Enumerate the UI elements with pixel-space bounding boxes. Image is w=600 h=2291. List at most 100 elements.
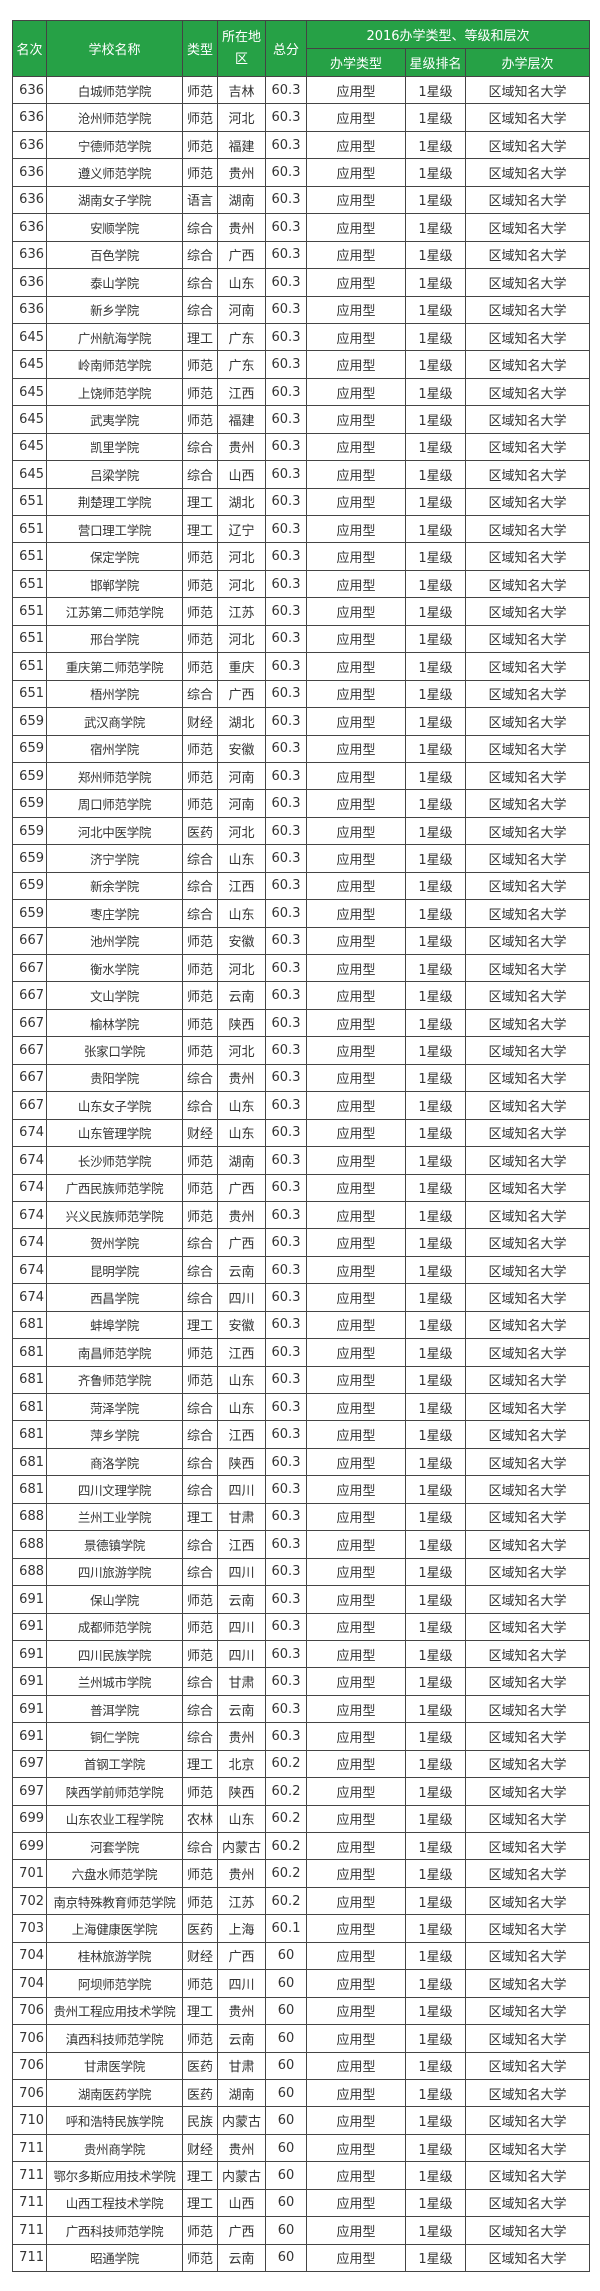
cell-region: 云南: [217, 981, 266, 1010]
cell-region: 广西: [217, 1228, 266, 1257]
cell-region: 北京: [217, 1749, 266, 1779]
cell-type: 综合: [182, 1475, 218, 1504]
cell-score: 60.3: [265, 1639, 307, 1669]
cell-edu-level: 区域知名大学: [464, 1200, 591, 1230]
cell-region: 河北: [217, 1036, 266, 1065]
cell-school-name: 湖南医药学院: [46, 2078, 183, 2108]
cell-type: 综合: [182, 1091, 218, 1120]
cell-rank: 645: [12, 460, 47, 489]
cell-school-name: 山东管理学院: [46, 1118, 183, 1148]
cell-type: 师范: [182, 1585, 218, 1614]
table-row: 674 山东管理学院 财经 山东 60.3 应用型 1星级 区域知名大学: [12, 1118, 591, 1148]
table-row: 706 贵州工程应用技术学院 理工 贵州 60 应用型 1星级 区域知名大学: [12, 1996, 591, 2026]
cell-rank: 688: [12, 1557, 47, 1587]
cell-score: 60.3: [265, 597, 307, 626]
cell-school-name: 榆林学院: [46, 1008, 183, 1038]
cell-edu-type: 应用型: [306, 1420, 406, 1449]
cell-school-name: 四川旅游学院: [46, 1557, 183, 1587]
cell-star-rank: 1星级: [405, 1365, 466, 1395]
cell-school-name: 蚌埠学院: [46, 1310, 183, 1340]
cell-rank: 667: [12, 981, 47, 1010]
cell-edu-level: 区域知名大学: [464, 1392, 591, 1422]
cell-type: 综合: [182, 213, 218, 242]
cell-school-name: 安顺学院: [46, 213, 183, 242]
cell-score: 60.3: [265, 1365, 307, 1395]
cell-region: 贵州: [217, 1063, 266, 1093]
cell-region: 江西: [217, 871, 266, 901]
cell-edu-type: 应用型: [306, 295, 406, 324]
cell-edu-level: 区域知名大学: [464, 1447, 591, 1477]
cell-edu-level: 区域知名大学: [464, 926, 591, 956]
cell-star-rank: 1星级: [405, 2188, 466, 2218]
cell-region: 内蒙古: [217, 1831, 266, 1861]
cell-star-rank: 1星级: [405, 569, 466, 599]
cell-region: 福建: [217, 130, 266, 160]
cell-star-rank: 1星级: [405, 2106, 466, 2135]
cell-type: 财经: [182, 2133, 218, 2163]
cell-star-rank: 1星级: [405, 1777, 466, 1806]
cell-rank: 645: [12, 377, 47, 407]
cell-edu-type: 应用型: [306, 1338, 406, 1367]
cell-edu-type: 应用型: [306, 405, 406, 434]
cell-school-name: 张家口学院: [46, 1036, 183, 1065]
cell-school-name: 山东农业工程学院: [46, 1804, 183, 1834]
cell-type: 综合: [182, 460, 218, 489]
table-row: 651 邢台学院 师范 河北 60.3 应用型 1星级 区域知名大学: [12, 624, 591, 654]
cell-score: 60: [265, 2078, 307, 2108]
cell-edu-type: 应用型: [306, 1749, 406, 1779]
cell-type: 综合: [182, 1420, 218, 1449]
table-row: 691 保山学院 师范 云南 60.3 应用型 1星级 区域知名大学: [12, 1585, 591, 1614]
cell-edu-level: 区域知名大学: [464, 2051, 591, 2080]
cell-type: 师范: [182, 981, 218, 1010]
header-region: 所在地区: [217, 20, 266, 77]
cell-edu-level: 区域知名大学: [464, 1228, 591, 1257]
cell-star-rank: 1星级: [405, 1667, 466, 1696]
cell-edu-type: 应用型: [306, 1228, 406, 1257]
cell-edu-level: 区域知名大学: [464, 1639, 591, 1669]
table-row: 659 武汉商学院 财经 湖北 60.3 应用型 1星级 区域知名大学: [12, 707, 591, 736]
cell-school-name: 菏泽学院: [46, 1392, 183, 1422]
cell-rank: 706: [12, 1996, 47, 2026]
cell-school-name: 桂林旅游学院: [46, 1941, 183, 1971]
cell-region: 四川: [217, 1475, 266, 1504]
cell-edu-level: 区域知名大学: [464, 350, 591, 379]
cell-star-rank: 1星级: [405, 1585, 466, 1614]
cell-edu-type: 应用型: [306, 844, 406, 873]
cell-school-name: 梧州学院: [46, 679, 183, 709]
table-row: 651 重庆第二师范学院 师范 重庆 60.3 应用型 1星级 区域知名大学: [12, 652, 591, 681]
cell-type: 师范: [182, 1036, 218, 1065]
table-row: 674 昆明学院 综合 云南 60.3 应用型 1星级 区域知名大学: [12, 1255, 591, 1285]
cell-region: 重庆: [217, 652, 266, 681]
cell-star-rank: 1星级: [405, 1969, 466, 1998]
cell-rank: 691: [12, 1639, 47, 1669]
cell-region: 上海: [217, 1914, 266, 1943]
cell-rank: 636: [12, 268, 47, 297]
cell-school-name: 湖南女子学院: [46, 185, 183, 215]
cell-score: 60.2: [265, 1804, 307, 1834]
cell-score: 60: [265, 1941, 307, 1971]
cell-rank: 688: [12, 1502, 47, 1532]
cell-region: 安徽: [217, 926, 266, 956]
cell-edu-level: 区域知名大学: [464, 981, 591, 1010]
cell-edu-type: 应用型: [306, 1392, 406, 1422]
cell-edu-type: 应用型: [306, 1118, 406, 1148]
cell-school-name: 兰州城市学院: [46, 1667, 183, 1696]
cell-rank: 645: [12, 405, 47, 434]
cell-star-rank: 1星级: [405, 926, 466, 956]
table-row: 691 兰州城市学院 综合 甘肃 60.3 应用型 1星级 区域知名大学: [12, 1667, 591, 1696]
table-header: 名次 学校名称 类型 所在地区 总分 2016办学类型、等级和层次 办学类型 星…: [12, 20, 591, 77]
cell-rank: 688: [12, 1530, 47, 1559]
cell-edu-level: 区域知名大学: [464, 377, 591, 407]
cell-school-name: 保山学院: [46, 1585, 183, 1614]
cell-edu-level: 区域知名大学: [464, 1310, 591, 1340]
cell-edu-type: 应用型: [306, 899, 406, 928]
cell-edu-type: 应用型: [306, 2051, 406, 2080]
cell-star-rank: 1星级: [405, 322, 466, 352]
cell-star-rank: 1星级: [405, 2024, 466, 2053]
cell-type: 师范: [182, 350, 218, 379]
cell-school-name: 西昌学院: [46, 1283, 183, 1312]
cell-region: 广东: [217, 350, 266, 379]
cell-edu-type: 应用型: [306, 1639, 406, 1669]
cell-school-name: 宿州学院: [46, 734, 183, 763]
cell-edu-type: 应用型: [306, 1996, 406, 2026]
